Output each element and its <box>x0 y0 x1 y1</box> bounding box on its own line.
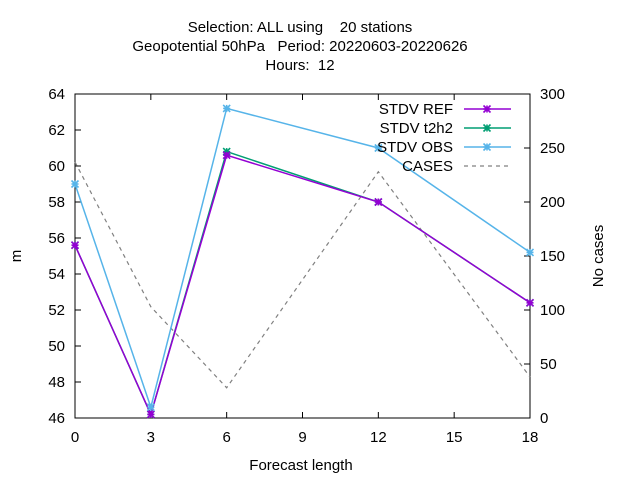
series-line-cases <box>74 161 531 389</box>
data-point-stdv-ref <box>525 298 535 307</box>
data-point-stdv-obs <box>525 248 535 257</box>
x-tick-label: 18 <box>522 429 539 446</box>
data-point-stdv-obs <box>374 143 383 153</box>
x-tick-label: 3 <box>147 429 155 446</box>
data-point-stdv-obs <box>70 179 80 189</box>
legend-label-cases: CASES <box>402 158 453 175</box>
series-line-stdv-t2h2 <box>74 150 531 417</box>
data-point-stdv-ref <box>222 151 231 160</box>
chart-title-line-2: Geopotential 50hPa Period: 20220603-2022… <box>132 38 468 55</box>
y-tick-label: 62 <box>48 122 65 139</box>
x-axis-label: Forecast length <box>249 457 352 474</box>
plot-frame <box>74 93 531 419</box>
y2-tick-label: 200 <box>540 194 565 211</box>
y-tick-label: 50 <box>48 338 65 355</box>
legend-marker-stdv-t2h2 <box>482 123 492 133</box>
legend-label-stdv-t2h2: STDV t2h2 <box>380 120 453 137</box>
legend-marker-stdv-obs <box>482 142 492 152</box>
y2-axis-label: No cases <box>590 225 607 288</box>
axis-ticks: 0 3 6 9 12 15 18 46 48 50 52 54 56 58 60 62 64 0 50 100 150 2… <box>48 86 565 446</box>
chart-title-line-1: Selection: ALL using 20 stations <box>187 19 413 36</box>
y-tick-label: 56 <box>48 230 65 247</box>
y-tick-label: 54 <box>48 266 65 283</box>
data-point-stdv-obs <box>146 403 155 412</box>
legend-label-stdv-obs: STDV OBS <box>377 139 453 156</box>
series-line-stdv-ref <box>74 154 531 417</box>
y-axis-label: m <box>8 250 25 263</box>
y-tick-label: 52 <box>48 302 65 319</box>
x-tick-label: 15 <box>446 429 463 446</box>
y-tick-label: 58 <box>48 194 65 211</box>
y-tick-label: 60 <box>48 158 65 175</box>
data-point-stdv-ref <box>70 241 80 250</box>
x-tick-label: 0 <box>71 429 79 446</box>
y2-tick-label: 0 <box>540 410 548 427</box>
y-tick-label: 46 <box>48 410 65 427</box>
legend: STDV REF STDV t2h2 STDV OBS CASES <box>377 101 511 175</box>
x-tick-label: 12 <box>370 429 387 446</box>
legend-label-stdv-ref: STDV REF <box>379 101 453 118</box>
x-tick-label: 9 <box>298 429 306 446</box>
series-lines <box>70 104 535 419</box>
y2-tick-label: 50 <box>540 356 557 373</box>
y2-tick-label: 150 <box>540 248 565 265</box>
legend-marker-stdv-ref <box>482 104 492 114</box>
data-point-stdv-ref <box>146 410 155 419</box>
y-tick-label: 48 <box>48 374 65 391</box>
y2-tick-label: 100 <box>540 302 565 319</box>
y-tick-label: 64 <box>48 86 65 103</box>
x-tick-label: 6 <box>222 429 230 446</box>
y2-tick-label: 250 <box>540 140 565 157</box>
chart-title-line-3: Hours: 12 <box>265 57 335 74</box>
data-point-stdv-ref <box>374 197 383 207</box>
y2-tick-label: 300 <box>540 86 565 103</box>
data-point-stdv-obs <box>222 104 231 113</box>
